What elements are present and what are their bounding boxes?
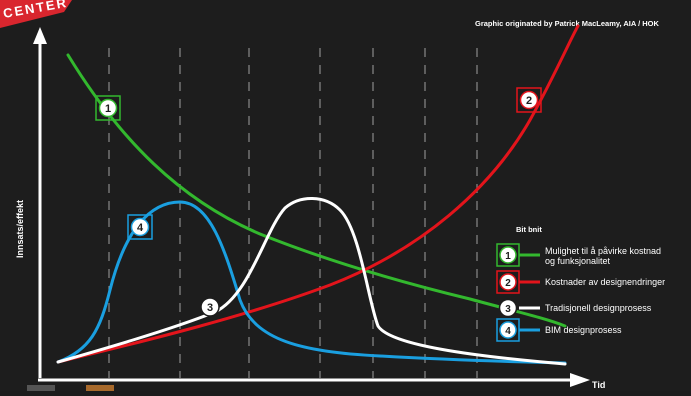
legend-item-4-number: 4 bbox=[505, 326, 511, 337]
marker-4-number: 4 bbox=[137, 222, 144, 234]
legend-item-2-line1: Kostnader av designendringer bbox=[545, 277, 665, 287]
legend-item-2: 2 Kostnader av designendringer bbox=[496, 270, 665, 294]
marker-3-circle bbox=[200, 297, 220, 317]
credit-text: Graphic originated by Patrick MacLeamy, … bbox=[475, 19, 660, 28]
bottom-swatch-orange bbox=[86, 385, 114, 391]
x-axis-label: Tid bbox=[592, 380, 605, 390]
legend-item-1-line2: og funksjonalitet bbox=[545, 256, 611, 266]
marker-1-circle bbox=[98, 98, 118, 118]
legend-item-3-number: 3 bbox=[505, 304, 511, 315]
logo-ribbon bbox=[0, 0, 72, 28]
marker-1: 1 bbox=[95, 95, 121, 121]
legend-title-fragment: Bit bnit bbox=[516, 225, 542, 234]
curve-markers: 1 2 3 4 bbox=[95, 87, 542, 317]
legend-item-1: 1 Mulighet til å påvirke kostnad og funk… bbox=[496, 243, 661, 267]
legend-item-4-line1: BIM designprosess bbox=[545, 325, 622, 335]
marker-2: 2 bbox=[516, 87, 542, 113]
marker-1-box bbox=[95, 95, 121, 121]
y-axis-arrowhead bbox=[33, 27, 47, 44]
marker-4-box bbox=[127, 214, 153, 240]
legend-item-2-circle bbox=[499, 273, 517, 291]
axes: Innsats/effekt Tid bbox=[15, 27, 605, 390]
marker-2-box bbox=[516, 87, 542, 113]
legend-item-4: 4 BIM designprosess bbox=[496, 318, 622, 342]
y-axis-label: Innsats/effekt bbox=[15, 200, 25, 258]
legend-item-3-line1: Tradisjonell designprosess bbox=[545, 303, 652, 313]
legend-item-3: 3 Tradisjonell designprosess bbox=[498, 298, 652, 318]
marker-2-number: 2 bbox=[526, 95, 532, 107]
legend: Bit bnit 1 Mulighet til å påvirke kostna… bbox=[496, 225, 665, 342]
legend-item-1-line1: Mulighet til å påvirke kostnad bbox=[545, 246, 661, 256]
marker-4: 4 bbox=[127, 214, 153, 240]
marker-3: 3 bbox=[200, 297, 220, 317]
curve-change-cost bbox=[56, 24, 580, 364]
x-axis-arrowhead bbox=[570, 373, 590, 387]
legend-item-1-circle bbox=[499, 246, 517, 264]
curve-bim-process bbox=[56, 200, 567, 365]
marker-3-number: 3 bbox=[207, 302, 213, 314]
marker-2-circle bbox=[519, 90, 539, 110]
legend-item-1-number: 1 bbox=[505, 251, 511, 262]
bottom-swatch-gray bbox=[27, 385, 55, 391]
legend-item-4-circle bbox=[499, 321, 517, 339]
marker-4-circle bbox=[130, 217, 150, 237]
legend-item-2-number: 2 bbox=[505, 278, 511, 289]
curve-traditional-process bbox=[56, 197, 567, 366]
legend-item-3-circle bbox=[498, 298, 518, 318]
marker-1-number: 1 bbox=[105, 103, 111, 115]
